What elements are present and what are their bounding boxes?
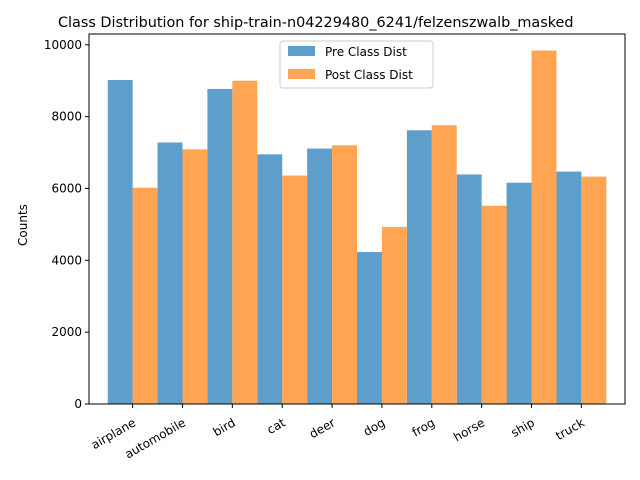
bar-post-ship (531, 50, 557, 405)
legend: Pre Class Dist Post Class Dist (279, 40, 434, 89)
bar-pre-automobile (157, 142, 183, 405)
bar-post-deer (332, 145, 357, 405)
y-axis-ticks: 0 2000 4000 6000 8000 10000 (44, 38, 89, 411)
chart-title: Class Distribution for ship-train-n04229… (58, 15, 574, 31)
y-tick-label: 0 (74, 397, 82, 411)
bar-pre-horse (456, 174, 482, 404)
bar-post-truck (581, 176, 607, 404)
bar-post-airplane (132, 187, 158, 404)
bar-post-dog (381, 226, 407, 404)
plot-frame (88, 33, 626, 405)
y-tick-label: 8000 (51, 110, 82, 124)
y-tick-label: 10000 (44, 38, 82, 52)
y-axis-label: Counts (16, 204, 30, 246)
legend-label-post: Post Class Dist (325, 68, 413, 82)
bar-pre-frog (406, 130, 432, 404)
y-tick-label: 4000 (51, 253, 82, 267)
bar-post-cat (282, 175, 308, 404)
legend-box (279, 40, 434, 89)
bar-pre-truck (556, 171, 582, 404)
legend-label-pre: Pre Class Dist (325, 45, 407, 59)
bar-pre-ship (506, 182, 532, 404)
y-tick-label: 6000 (51, 181, 82, 195)
bar-pre-bird (207, 88, 233, 405)
bar-pre-airplane (107, 79, 133, 404)
bars-group (107, 50, 607, 405)
bar-post-bird (232, 80, 258, 404)
bar-post-frog (431, 125, 457, 405)
bar-pre-deer (307, 148, 333, 404)
legend-swatch-post (288, 69, 315, 79)
legend-swatch-pre (288, 46, 315, 56)
bar-post-horse (481, 205, 507, 404)
y-tick-label: 2000 (51, 325, 82, 339)
bar-pre-dog (357, 252, 382, 404)
bar-pre-cat (257, 154, 283, 404)
bar-post-automobile (182, 149, 208, 404)
